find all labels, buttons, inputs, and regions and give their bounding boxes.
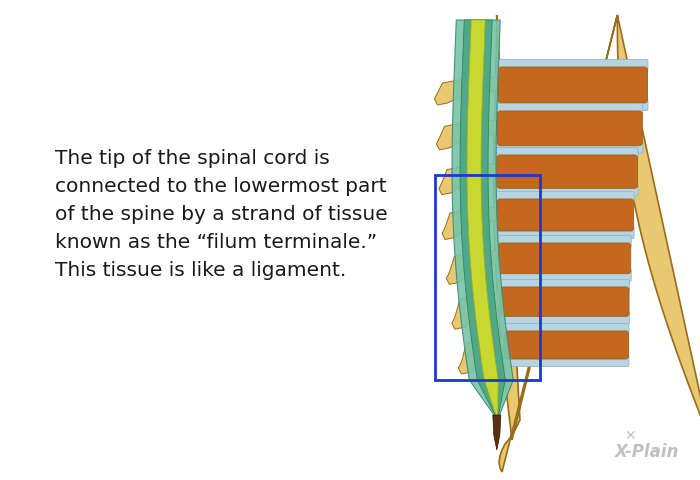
FancyBboxPatch shape [496, 227, 634, 239]
FancyBboxPatch shape [498, 269, 631, 281]
FancyBboxPatch shape [505, 331, 629, 359]
Bar [435, 175, 540, 380]
Polygon shape [442, 207, 496, 240]
FancyBboxPatch shape [504, 355, 629, 367]
Polygon shape [493, 415, 500, 450]
Polygon shape [494, 15, 700, 472]
FancyBboxPatch shape [498, 98, 648, 110]
FancyBboxPatch shape [498, 60, 648, 72]
Bar [435, 175, 540, 380]
Polygon shape [458, 337, 503, 374]
FancyBboxPatch shape [497, 141, 643, 153]
FancyBboxPatch shape [504, 324, 629, 336]
Polygon shape [460, 20, 505, 420]
Polygon shape [452, 20, 513, 420]
Text: ✕: ✕ [624, 429, 636, 443]
FancyBboxPatch shape [497, 104, 643, 116]
FancyBboxPatch shape [500, 287, 629, 316]
FancyBboxPatch shape [496, 147, 638, 159]
Polygon shape [435, 77, 498, 105]
Polygon shape [437, 120, 496, 150]
Text: The tip of the spinal cord is
connected to the lowermost part
of the spine by a : The tip of the spinal cord is connected … [55, 149, 388, 280]
Polygon shape [439, 164, 496, 195]
Polygon shape [452, 294, 500, 329]
FancyBboxPatch shape [496, 192, 634, 204]
FancyBboxPatch shape [497, 155, 638, 188]
FancyBboxPatch shape [498, 243, 631, 274]
Polygon shape [447, 251, 498, 284]
FancyBboxPatch shape [498, 236, 631, 248]
FancyBboxPatch shape [498, 67, 648, 103]
FancyBboxPatch shape [500, 279, 629, 291]
FancyBboxPatch shape [500, 312, 629, 324]
Polygon shape [467, 20, 498, 420]
FancyBboxPatch shape [498, 111, 643, 145]
FancyBboxPatch shape [496, 184, 638, 196]
Text: X-Plain: X-Plain [615, 443, 679, 461]
FancyBboxPatch shape [497, 199, 634, 231]
